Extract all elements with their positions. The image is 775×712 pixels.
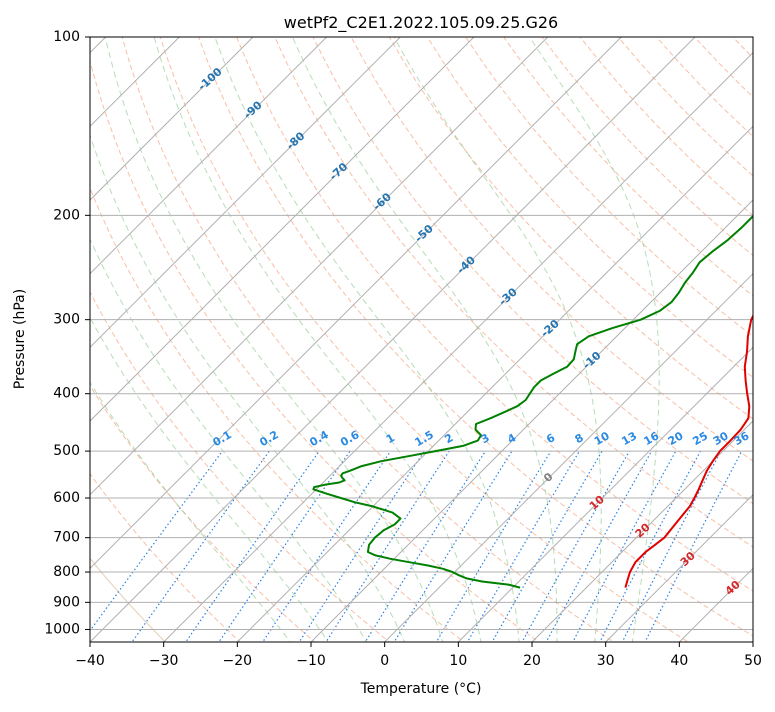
y-tick-label: 200 (53, 207, 80, 223)
y-tick-label: 600 (53, 490, 80, 506)
y-tick-label: 400 (53, 386, 80, 402)
x-tick-label: −20 (223, 653, 253, 669)
x-tick-label: 50 (744, 653, 762, 669)
x-tick-label: 0 (380, 653, 389, 669)
y-tick-label: 300 (53, 312, 80, 328)
x-tick-label: −10 (296, 653, 326, 669)
y-tick-label: 100 (53, 29, 80, 45)
x-tick-label: 30 (597, 653, 615, 669)
y-tick-label: 900 (53, 594, 80, 610)
x-tick-label: −40 (75, 653, 105, 669)
y-tick-label: 500 (53, 443, 80, 459)
x-tick-label: 10 (449, 653, 467, 669)
y-tick-label: 800 (53, 564, 80, 580)
y-tick-label: 1000 (44, 621, 80, 637)
x-axis-label: Temperature (°C) (360, 681, 482, 697)
x-tick-label: 20 (523, 653, 541, 669)
y-axis-label: Pressure (hPa) (12, 289, 28, 389)
x-tick-label: −30 (149, 653, 179, 669)
y-tick-label: 700 (53, 530, 80, 546)
x-tick-label: 40 (670, 653, 688, 669)
chart-title: wetPf2_C2E1.2022.105.09.25.G26 (284, 13, 558, 33)
